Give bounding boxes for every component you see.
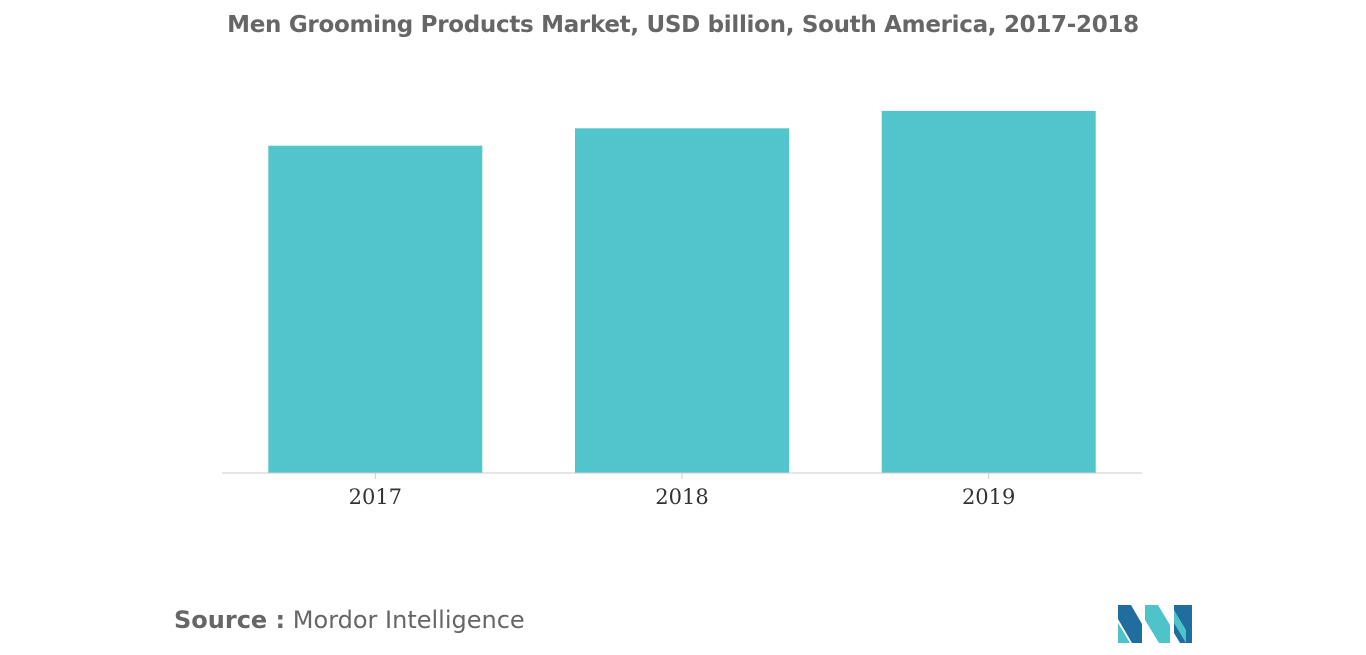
source-text: Mordor Intelligence [292,606,525,634]
bar-2019 [881,110,1096,474]
bar-2017 [268,145,483,473]
logo-right-shape [1174,605,1192,643]
x-tick-label-2017: 2017 [349,485,402,509]
source-note: Source : Mordor Intelligence [174,606,525,634]
bar-2018 [575,128,789,474]
mordor-intelligence-logo [1118,605,1192,643]
logo-left-accent [1118,623,1130,643]
source-prefix: Source : [174,606,286,634]
ticks-layer: 2017 2018 2019 [349,473,1015,509]
chart-title: Men Grooming Products Market, USD billio… [227,12,1139,38]
logo-mid-shape [1145,605,1170,643]
x-tick-label-2018: 2018 [655,485,708,509]
x-tick-label-2019: 2019 [962,485,1015,509]
logo-right-accent [1174,610,1186,643]
logo-left-shape [1118,605,1142,643]
bars-layer [268,110,1096,474]
